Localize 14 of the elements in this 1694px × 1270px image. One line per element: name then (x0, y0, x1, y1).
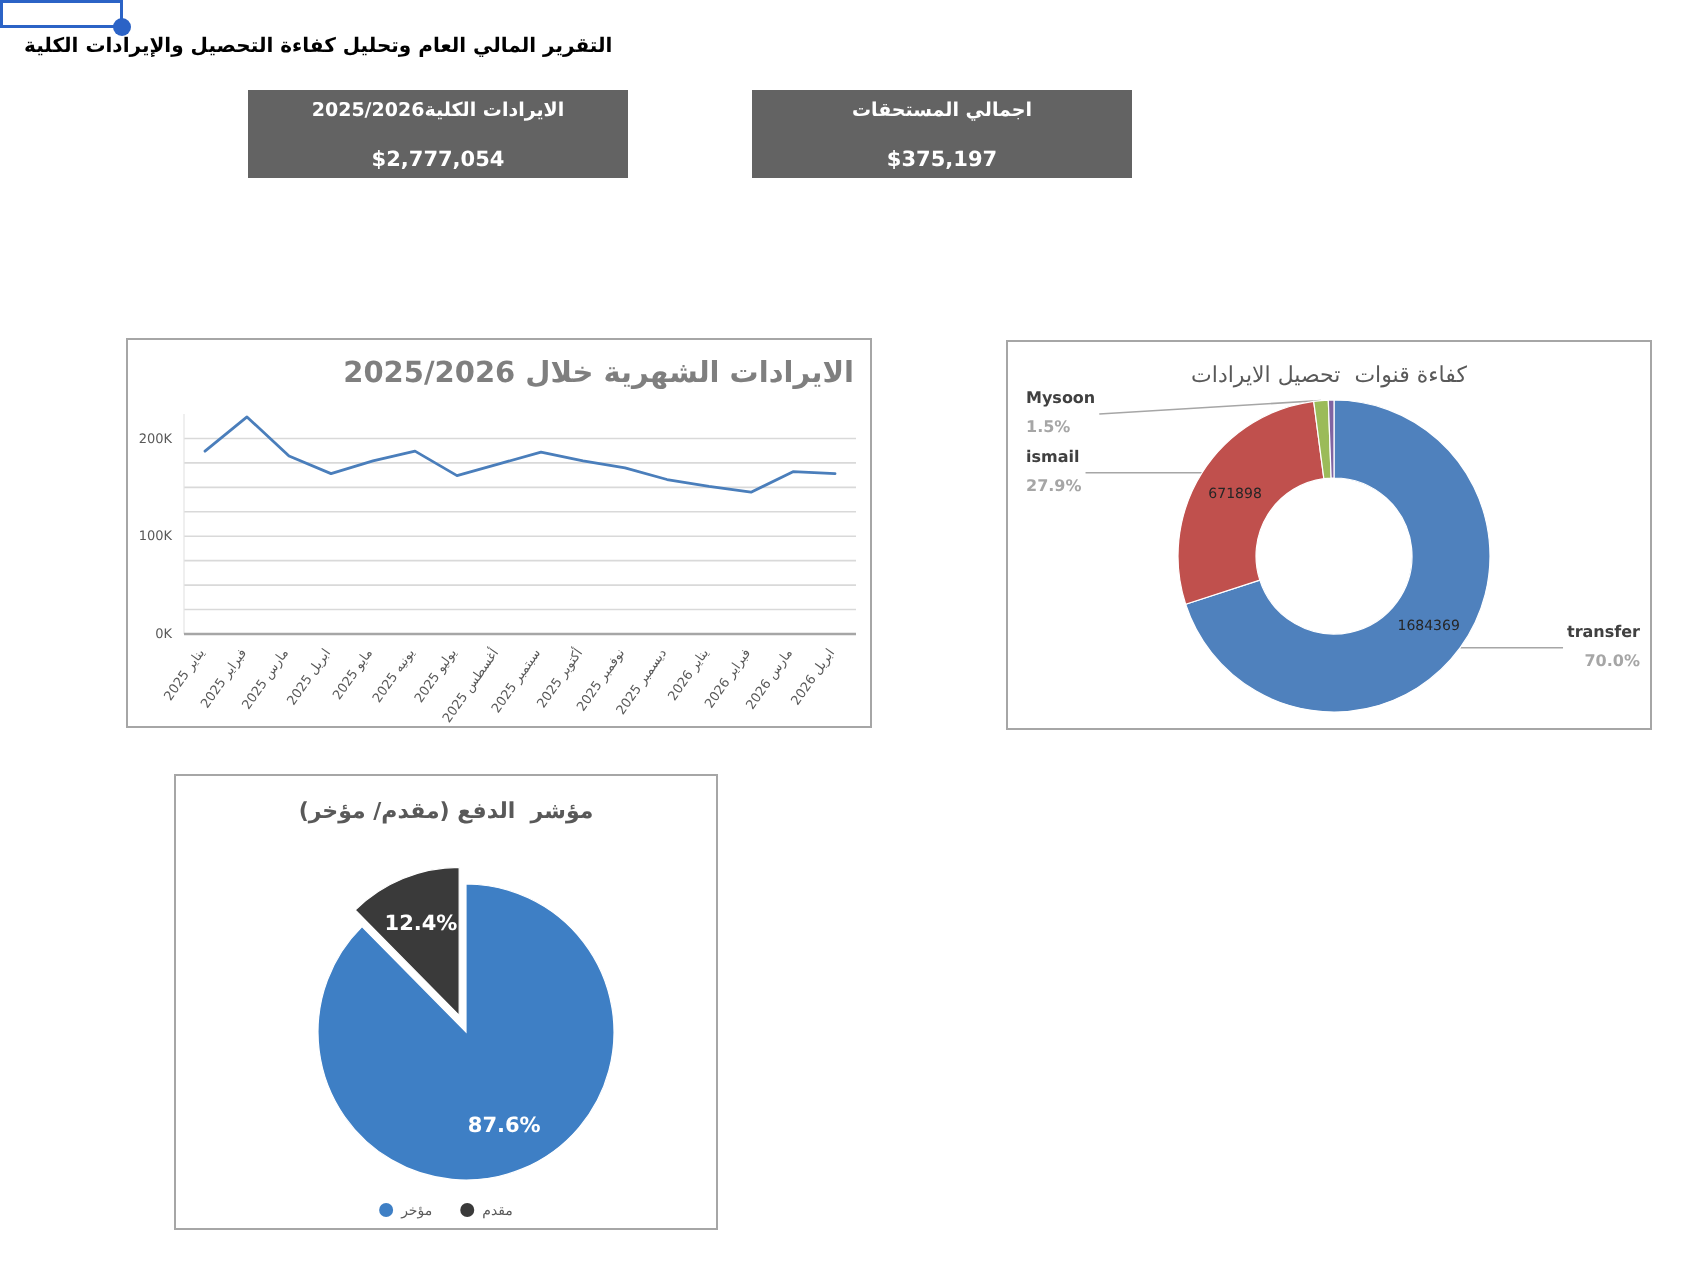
donut-slice (1185, 399, 1491, 713)
chart-title: مؤشر الدفع (مقدم/ مؤخر) (296, 798, 596, 825)
text: التقرير المالي العام وتحليل كفاءة التحصيل والإيرادات الكلية (24, 36, 613, 60)
slice-label: ismail (1026, 447, 1080, 466)
data-label: 87.6% (467, 1114, 542, 1139)
text: 27.9% (1026, 476, 1082, 495)
slice-label: Mysoon (1026, 389, 1096, 407)
chart-title: كفاءة قنوات تحصيل الايرادات (1189, 362, 1469, 389)
line-series (203, 415, 837, 494)
chart-title: الايرادات الشهرية خلال 2025/2026 (343, 358, 854, 393)
text: 70.0% (1584, 651, 1640, 670)
data-label: 12.4% (384, 911, 459, 936)
text: 1.5% (1026, 418, 1071, 437)
slice-label: transfer (1567, 622, 1641, 641)
